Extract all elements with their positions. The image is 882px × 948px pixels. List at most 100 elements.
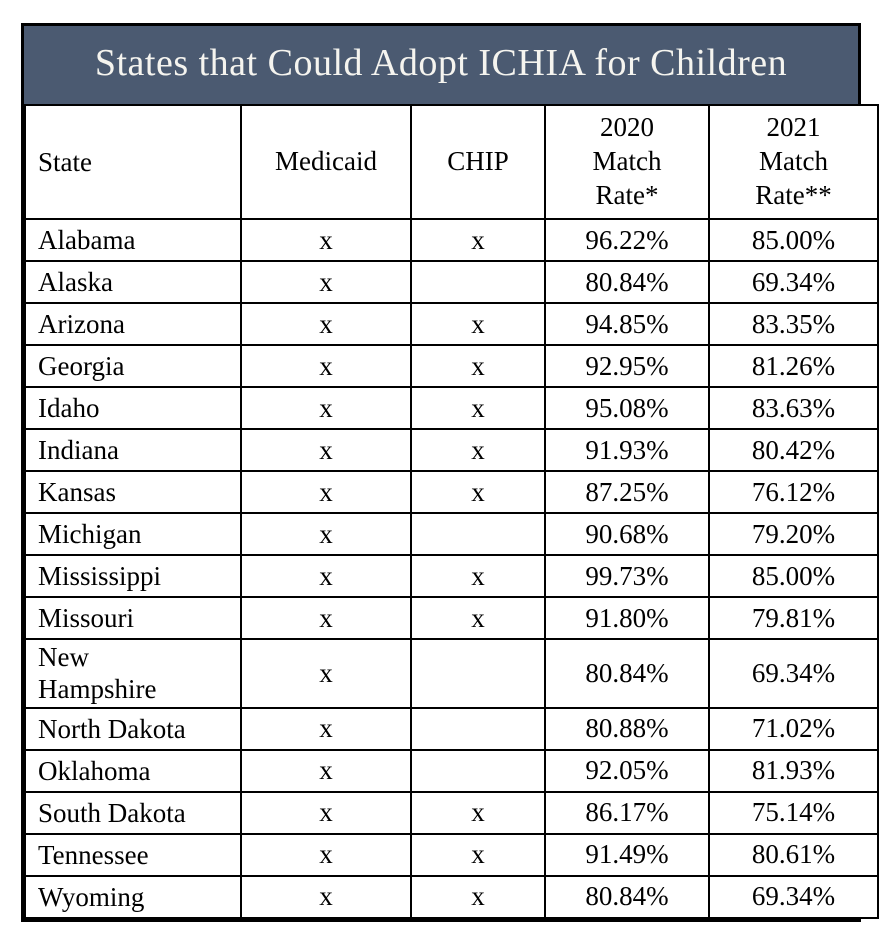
chip-cell <box>410 638 546 709</box>
medicaid-cell: x <box>240 386 412 430</box>
medicaid-cell: x <box>240 790 412 835</box>
medicaid-cell: x <box>240 302 412 346</box>
chip-cell: x <box>410 832 546 877</box>
chip-cell: x <box>410 596 546 640</box>
rate2021-cell: 69.34% <box>708 874 879 919</box>
rate2020-cell: 91.49% <box>544 832 710 877</box>
rate2020-cell: 92.05% <box>544 748 710 793</box>
rate2021-cell: 81.93% <box>708 748 879 793</box>
rate2020-cell: 87.25% <box>544 470 710 514</box>
table-row: Alabama x x 96.22% 85.00% <box>24 218 879 262</box>
rate2020-cell: 86.17% <box>544 790 710 835</box>
rate2021-cell: 80.42% <box>708 428 879 472</box>
medicaid-cell: x <box>240 218 412 262</box>
state-cell: South Dakota <box>24 790 242 835</box>
rate2021-cell: 69.34% <box>708 638 879 709</box>
chip-cell <box>410 512 546 556</box>
rate2020-cell: 80.84% <box>544 638 710 709</box>
table-row: North Dakota x 80.88% 71.02% <box>24 706 879 751</box>
state-cell: Georgia <box>24 344 242 388</box>
medicaid-cell: x <box>240 554 412 598</box>
state-cell: Alaska <box>24 260 242 304</box>
medicaid-cell: x <box>240 832 412 877</box>
medicaid-cell: x <box>240 428 412 472</box>
table-row: Arizona x x 94.85% 83.35% <box>24 302 879 346</box>
table-row: Oklahoma x 92.05% 81.93% <box>24 748 879 793</box>
rate2020-cell: 95.08% <box>544 386 710 430</box>
rate2021-cell: 83.35% <box>708 302 879 346</box>
rate2021-cell: 79.20% <box>708 512 879 556</box>
medicaid-cell: x <box>240 470 412 514</box>
header-cell-state: State <box>24 104 242 220</box>
medicaid-cell: x <box>240 638 412 709</box>
rate2020-cell: 91.80% <box>544 596 710 640</box>
medicaid-cell: x <box>240 596 412 640</box>
table-row: Georgia x x 92.95% 81.26% <box>24 344 879 388</box>
chip-cell: x <box>410 470 546 514</box>
rate2020-cell: 80.88% <box>544 706 710 751</box>
header-cell-rate2020: 2020 Match Rate* <box>544 104 710 220</box>
state-cell: Kansas <box>24 470 242 514</box>
table-title: States that Could Adopt ICHIA for Childr… <box>24 26 858 104</box>
chip-cell <box>410 260 546 304</box>
rate2021-cell: 79.81% <box>708 596 879 640</box>
table-row: Idaho x x 95.08% 83.63% <box>24 386 879 430</box>
rate2021-cell: 85.00% <box>708 218 879 262</box>
state-cell: Mississippi <box>24 554 242 598</box>
chip-cell: x <box>410 554 546 598</box>
table-row: Alaska x 80.84% 69.34% <box>24 260 879 304</box>
table-row: Tennessee x x 91.49% 80.61% <box>24 832 879 877</box>
rate2021-cell: 69.34% <box>708 260 879 304</box>
chip-cell: x <box>410 386 546 430</box>
table-row: New Hampshire x 80.84% 69.34% <box>24 638 879 709</box>
table-row: Michigan x 90.68% 79.20% <box>24 512 879 556</box>
ichia-states-table: States that Could Adopt ICHIA for Childr… <box>21 23 879 922</box>
medicaid-cell: x <box>240 260 412 304</box>
rate2020-cell: 92.95% <box>544 344 710 388</box>
header-row: State Medicaid CHIP 2020 Match Rate* 2021 Ma… <box>24 104 879 220</box>
medicaid-cell: x <box>240 512 412 556</box>
state-cell: North Dakota <box>24 706 242 751</box>
chip-cell <box>410 748 546 793</box>
rate2020-cell: 99.73% <box>544 554 710 598</box>
chip-cell <box>410 706 546 751</box>
chip-cell: x <box>410 218 546 262</box>
table-row: Mississippi x x 99.73% 85.00% <box>24 554 879 598</box>
table-row: Wyoming x x 80.84% 69.34% <box>24 874 879 919</box>
state-cell: Idaho <box>24 386 242 430</box>
rate2020-cell: 80.84% <box>544 874 710 919</box>
chip-cell: x <box>410 428 546 472</box>
rate2021-cell: 75.14% <box>708 790 879 835</box>
state-cell: Tennessee <box>24 832 242 877</box>
medicaid-cell: x <box>240 706 412 751</box>
table-row: Kansas x x 87.25% 76.12% <box>24 470 879 514</box>
table-row: Indiana x x 91.93% 80.42% <box>24 428 879 472</box>
state-cell: New Hampshire <box>24 638 242 709</box>
rate2021-cell: 81.26% <box>708 344 879 388</box>
medicaid-cell: x <box>240 748 412 793</box>
table-header: State Medicaid CHIP 2020 Match Rate* 2021 Ma… <box>24 104 879 220</box>
chip-cell: x <box>410 874 546 919</box>
medicaid-cell: x <box>240 874 412 919</box>
header-cell-medicaid: Medicaid <box>240 104 412 220</box>
state-cell: Alabama <box>24 218 242 262</box>
header-cell-rate2021: 2021 Match Rate** <box>708 104 879 220</box>
state-cell: Oklahoma <box>24 748 242 793</box>
chip-cell: x <box>410 344 546 388</box>
rate2020-cell: 91.93% <box>544 428 710 472</box>
rate2020-cell: 80.84% <box>544 260 710 304</box>
table-body: Alabama x x 96.22% 85.00% Alaska x 80.84% 69.34%… <box>24 218 879 919</box>
state-cell: Michigan <box>24 512 242 556</box>
states-data-table: State Medicaid CHIP 2020 Match Rate* 2021 Ma… <box>24 104 879 919</box>
header-cell-chip: CHIP <box>410 104 546 220</box>
chip-cell: x <box>410 790 546 835</box>
state-cell: Arizona <box>24 302 242 346</box>
rate2020-cell: 94.85% <box>544 302 710 346</box>
rate2020-cell: 90.68% <box>544 512 710 556</box>
rate2021-cell: 80.61% <box>708 832 879 877</box>
rate2020-cell: 96.22% <box>544 218 710 262</box>
rate2021-cell: 76.12% <box>708 470 879 514</box>
rate2021-cell: 85.00% <box>708 554 879 598</box>
rate2021-cell: 83.63% <box>708 386 879 430</box>
table-row: Missouri x x 91.80% 79.81% <box>24 596 879 640</box>
